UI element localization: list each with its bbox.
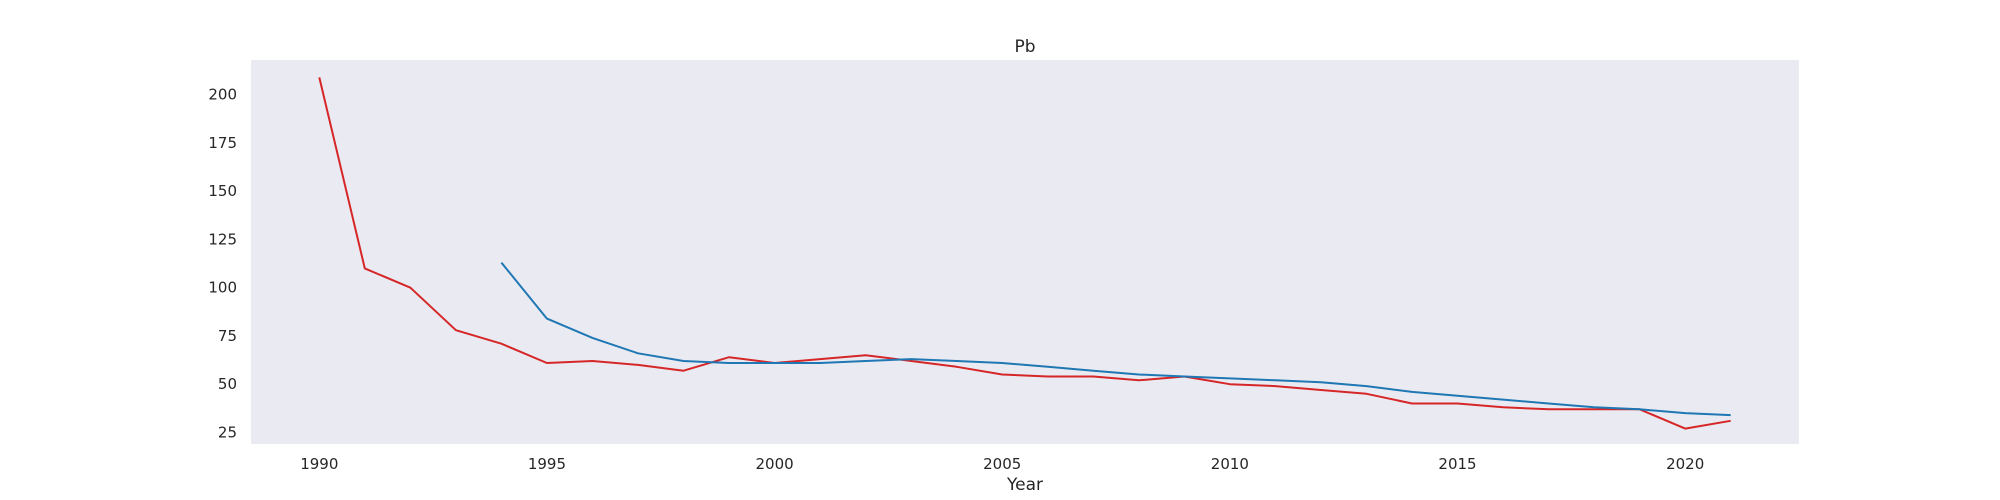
y-tick-label: 175 — [208, 134, 237, 152]
y-tick-label: 25 — [218, 423, 237, 441]
y-tick-label: 200 — [208, 86, 237, 104]
x-tick-label: 2020 — [1666, 455, 1704, 473]
x-tick-labels: 1990 1995 2000 2005 2010 2015 2020 — [300, 455, 1704, 473]
y-tick-label: 50 — [218, 375, 237, 393]
x-tick-label: 2005 — [983, 455, 1021, 473]
x-tick-label: 2000 — [755, 455, 793, 473]
x-axis-title: Year — [1006, 475, 1043, 495]
chart-title: Pb — [1014, 37, 1035, 57]
y-tick-labels: 25 50 75 100 125 150 175 200 — [208, 86, 237, 442]
y-tick-label: 125 — [208, 230, 237, 248]
y-tick-label: 75 — [218, 327, 237, 345]
y-tick-label: 100 — [208, 279, 237, 297]
plot-area — [251, 60, 1799, 444]
x-tick-label: 1995 — [528, 455, 566, 473]
x-tick-label: 1990 — [300, 455, 338, 473]
y-tick-label: 150 — [208, 182, 237, 200]
x-tick-label: 2010 — [1211, 455, 1249, 473]
x-tick-label: 2015 — [1438, 455, 1476, 473]
